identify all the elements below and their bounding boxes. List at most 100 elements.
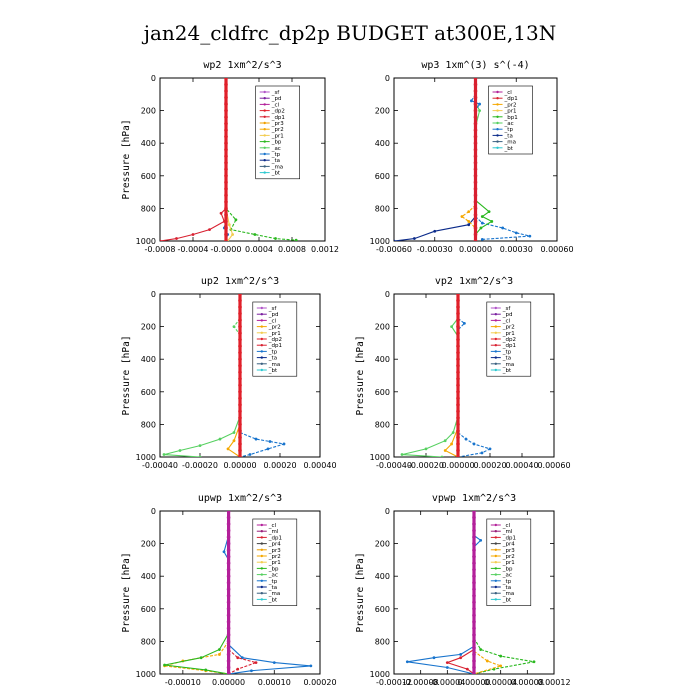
y-tick-label: 400: [141, 572, 156, 581]
axis-series-point: [472, 672, 476, 674]
axis-series-point: [224, 154, 228, 159]
axis-series-point: [473, 187, 478, 191]
y-tick-label: 200: [141, 323, 156, 332]
legend-marker: [260, 356, 263, 359]
axis-series-point: [226, 528, 231, 533]
series-point: [236, 656, 240, 660]
series-point: [450, 442, 453, 446]
series-point: [465, 667, 469, 671]
plot-frame: [393, 293, 555, 458]
axis-series-point: [456, 455, 460, 457]
panel-title: wp2 1xm^2/s^3: [203, 60, 281, 71]
axis-series-point: [473, 239, 478, 241]
series-group: [405, 511, 536, 674]
axis-series-point: [238, 294, 242, 296]
axis-series-point: [226, 541, 231, 546]
y-tick-label: 200: [141, 107, 156, 116]
axis-series-point: [226, 522, 231, 526]
x-tick-label: 0.0008: [278, 245, 306, 254]
legend-marker: [494, 542, 497, 545]
axis-series-point: [224, 108, 228, 113]
series-line-tp: [407, 645, 475, 674]
legend-label: _ta: [502, 585, 511, 591]
legend-marker: [496, 97, 499, 100]
axis-series-point: [238, 305, 242, 309]
axis-series-point: [472, 511, 476, 513]
legend-marker: [494, 530, 497, 533]
x-tick-label: 0.00010: [258, 678, 291, 687]
legend-marker: [494, 368, 497, 372]
x-tick-label: 0.00000: [212, 678, 245, 687]
x-tick-label: 0.0004: [245, 245, 273, 254]
legend-label: _dp1: [502, 535, 516, 541]
legend-label: _ma: [502, 591, 514, 597]
axis-series-point: [473, 102, 478, 106]
legend-label: _pr1: [268, 331, 281, 337]
axis-series-point: [473, 219, 478, 224]
axis-series-point: [473, 78, 478, 80]
legend-label: _pr3: [502, 548, 516, 554]
legend-marker: [494, 573, 497, 576]
legend-label: _ta: [268, 356, 277, 362]
series-point: [272, 661, 276, 664]
axis-series-point: [224, 141, 228, 145]
axis-series-point: [472, 626, 476, 631]
axis-series-point: [473, 128, 478, 132]
legend-marker: [260, 536, 263, 539]
legend-marker: [263, 109, 266, 112]
axis-series-point: [472, 587, 476, 592]
legend-marker: [260, 598, 263, 601]
axis-series-point: [226, 646, 231, 650]
axis-series-point: [224, 134, 228, 139]
legend-label: _pr2: [504, 102, 517, 108]
legend-marker: [496, 146, 499, 149]
legend-label: _pr2: [502, 325, 515, 331]
x-tick-label: 0.00000: [457, 678, 490, 687]
legend-label: _sf: [268, 306, 278, 312]
legend-marker: [263, 165, 266, 168]
plot-frame: [159, 77, 326, 242]
legend-label: _pr4: [268, 542, 282, 548]
axis-series-point: [224, 147, 228, 152]
series-point: [480, 221, 484, 225]
legend-label: _pd: [271, 96, 282, 102]
legend-marker: [263, 146, 266, 149]
axis-series-point: [226, 515, 231, 520]
axis-series-point: [238, 403, 242, 407]
x-tick-label: 0.00008: [511, 678, 544, 687]
series-point: [467, 223, 471, 227]
axis-series-point: [238, 376, 242, 381]
axis-series-point: [224, 219, 228, 224]
axis-series-point: [456, 416, 460, 420]
legend-marker: [260, 548, 263, 551]
series-point: [479, 538, 483, 542]
series-point: [232, 431, 236, 434]
series-point: [226, 447, 230, 451]
axis-series-point: [456, 422, 460, 427]
series-line-tp: [228, 644, 311, 674]
series-line-pr2: [473, 650, 503, 674]
series-point: [480, 237, 484, 241]
axis-series-point: [472, 580, 476, 585]
legend-marker: [496, 140, 499, 143]
axis-series-point: [224, 239, 228, 241]
axis-series-point: [472, 535, 476, 539]
legend-label: _ac: [271, 146, 281, 152]
x-tick-label: 0.00040: [303, 461, 336, 470]
axis-series-point: [226, 567, 231, 572]
y-tick-label: 0: [151, 290, 156, 299]
legend-marker: [260, 585, 263, 589]
axis-series-point: [473, 82, 478, 87]
axis-series-point: [456, 324, 460, 329]
legend-marker: [494, 325, 497, 328]
legend-marker: [260, 567, 263, 570]
axis-series-point: [473, 108, 478, 113]
legend: _sf_pd_cl_dp2_dp1_pr3_pr2_pr1_bp_ac_tp_t…: [255, 85, 300, 180]
plot-frame: [159, 510, 321, 675]
x-tick-label: -0.00004: [429, 678, 465, 687]
legend-marker: [260, 306, 263, 310]
axis-series-point: [473, 193, 478, 198]
y-axis-label: Pressure [hPa]: [121, 552, 132, 632]
y-tick-label: 1000: [136, 453, 156, 462]
legend-marker: [260, 554, 263, 558]
